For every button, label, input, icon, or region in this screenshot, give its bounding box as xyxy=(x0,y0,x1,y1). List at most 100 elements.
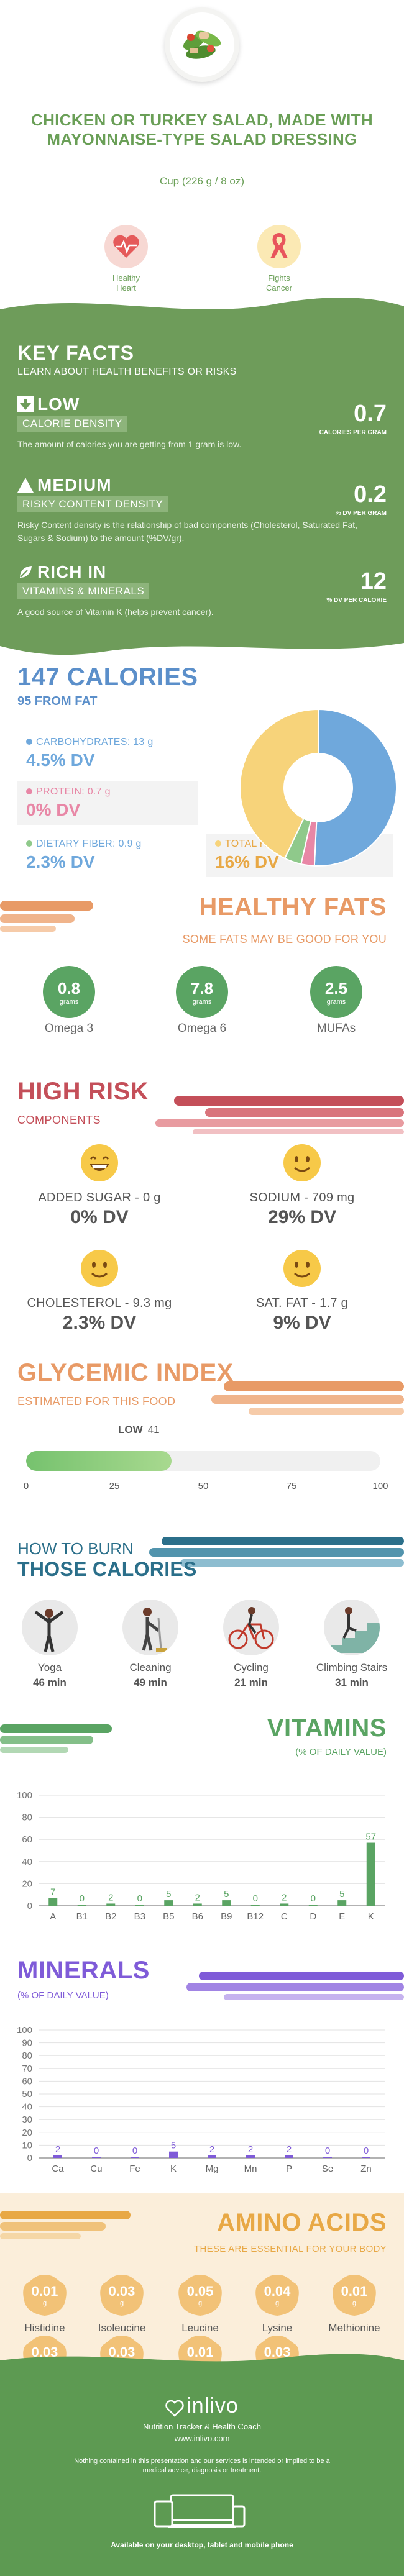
decorative-stripes xyxy=(0,901,93,932)
bar xyxy=(280,1903,289,1906)
donut-slice-fat xyxy=(239,708,319,860)
amino-value: 0.03 xyxy=(264,2344,291,2360)
nutrient-label: DIETARY FIBER: 0.9 g xyxy=(36,839,142,849)
y-tick-label: 100 xyxy=(17,1790,32,1801)
leaf-icon xyxy=(17,564,34,580)
salad-plate-image xyxy=(165,7,239,82)
bar xyxy=(169,2151,178,2158)
fact-unit: % DV PER CALORIE xyxy=(326,597,387,604)
risk-dv: 0% DV xyxy=(70,1207,129,1227)
x-tick-label: K xyxy=(368,1911,374,1922)
risk-label: ADDED SUGAR - 0 g xyxy=(38,1191,161,1204)
brand-logo: inlivo xyxy=(0,2394,404,2418)
x-tick-label: B6 xyxy=(192,1911,203,1922)
decorative-stripes xyxy=(0,1724,112,1753)
header: CHICKEN OR TURKEY SALAD, MADE WITH MAYON… xyxy=(0,0,404,293)
bar xyxy=(285,2155,293,2158)
bar xyxy=(362,2157,370,2158)
y-tick-label: 80 xyxy=(22,1813,32,1823)
key-facts-title: KEY FACTS xyxy=(17,342,134,364)
nutrient-carbohydrates: CARBOHYDRATES: 13 g 4.5% DV xyxy=(17,732,198,775)
x-tick-label: Se xyxy=(322,2164,333,2174)
decorative-stripes xyxy=(149,1537,404,1567)
bar-value-label: 5 xyxy=(171,2141,176,2151)
y-tick-label: 20 xyxy=(22,2128,32,2138)
fat-label: Omega 3 xyxy=(44,1022,94,1035)
nutrient-dv: 16% DV xyxy=(215,852,279,872)
bar xyxy=(53,2155,62,2158)
cycling-icon xyxy=(223,1600,279,1655)
fact-value: 12 xyxy=(360,568,387,594)
badge-healthy-heart: Healthy Heart xyxy=(92,225,160,293)
fact-unit: % DV PER GRAM xyxy=(335,510,387,517)
x-tick-label: Ca xyxy=(52,2164,64,2174)
x-tick-label: Zn xyxy=(360,2164,372,2174)
bar-value-label: 5 xyxy=(166,1889,171,1900)
amino-subtitle: THESE ARE ESSENTIAL FOR YOUR BODY xyxy=(194,2244,387,2254)
risk-label: SAT. FAT - 1.7 g xyxy=(255,1296,349,1310)
amino-item-histidine: 0.01 g Histidine xyxy=(7,2273,82,2334)
bar xyxy=(135,1905,144,1906)
activity-yoga: Yoga 46 min xyxy=(6,1600,93,1689)
nutrient-label: PROTEIN: 0.7 g xyxy=(36,786,111,797)
bar xyxy=(246,2155,255,2158)
fat-value: 2.5 xyxy=(324,978,348,998)
heart-icon xyxy=(104,225,148,268)
glycemic-tick: 25 xyxy=(109,1481,120,1491)
bar xyxy=(106,1903,116,1906)
fat-omega3: 0.8 grams Omega 3 xyxy=(22,966,116,1035)
x-tick-label: P xyxy=(286,2164,292,2174)
smiling-face-icon xyxy=(283,1250,321,1287)
fat-label: MUFAs xyxy=(316,1022,356,1035)
amino-value: 0.01 xyxy=(186,2344,214,2360)
activity-minutes: 49 min xyxy=(134,1677,167,1688)
y-tick-label: 40 xyxy=(22,1857,32,1867)
fact-level: MEDIUM xyxy=(37,475,112,494)
fact-value: 0.7 xyxy=(354,401,387,427)
yoga-icon xyxy=(22,1600,78,1655)
fat-unit: grams xyxy=(59,998,79,1006)
risk-cholesterol: CHOLESTEROL - 9.3 mg 2.3% DV xyxy=(12,1249,186,1334)
x-tick-label: Fe xyxy=(129,2164,140,2174)
risk-dv: 2.3% DV xyxy=(62,1313,137,1333)
x-tick-label: A xyxy=(50,1911,56,1922)
bar-value-label: 2 xyxy=(209,2144,214,2155)
brand-url[interactable]: www.inlivo.com xyxy=(174,2434,230,2443)
amino-name: Methionine xyxy=(328,2322,380,2334)
risk-sat-fat: SAT. FAT - 1.7 g 9% DV xyxy=(215,1249,389,1334)
amino-item-lysine: 0.04 g Lysine xyxy=(240,2273,314,2334)
glycemic-title: GLYCEMIC INDEX xyxy=(17,1359,234,1386)
fact-description: Risky Content density is the relationshi… xyxy=(17,520,358,543)
bar xyxy=(222,1900,231,1906)
badge-label: Fights xyxy=(268,273,290,283)
amino-value: 0.01 xyxy=(31,2283,58,2299)
amino-title: AMINO ACIDS xyxy=(217,2209,387,2236)
risk-label: SODIUM - 709 mg xyxy=(249,1191,355,1204)
amino-value: 0.04 xyxy=(264,2283,291,2299)
amino-value: 0.03 xyxy=(108,2283,135,2299)
badge-label: Heart xyxy=(116,283,136,293)
bar xyxy=(193,1903,202,1906)
amino-unit: g xyxy=(275,2300,280,2307)
smiling-face-icon xyxy=(81,1250,118,1287)
legend-dot xyxy=(26,739,32,745)
glycemic-tick: 50 xyxy=(198,1481,209,1491)
fact-tag: VITAMINS & MINERALS xyxy=(17,583,150,599)
activity-cleaning: Cleaning 49 min xyxy=(107,1600,194,1689)
x-tick-label: B12 xyxy=(247,1911,264,1922)
high-risk-subtitle: COMPONENTS xyxy=(17,1114,101,1126)
vitamins-title: VITAMINS xyxy=(267,1714,387,1742)
minerals-title: MINERALS xyxy=(17,1957,150,1984)
bar xyxy=(77,1905,86,1906)
bar-value-label: 0 xyxy=(364,2146,369,2156)
badge-label: Healthy xyxy=(112,273,140,283)
vitamins-bar-chart: 0204060801007A0B12B20B35B52B65B90B122C0D… xyxy=(17,1790,385,1922)
activity-label: Cycling xyxy=(234,1662,269,1673)
bar-value-label: 2 xyxy=(282,1892,287,1903)
activity-minutes: 21 min xyxy=(234,1677,268,1688)
fact-description: The amount of calories you are getting f… xyxy=(17,439,242,449)
decorative-stripes xyxy=(211,1381,404,1415)
